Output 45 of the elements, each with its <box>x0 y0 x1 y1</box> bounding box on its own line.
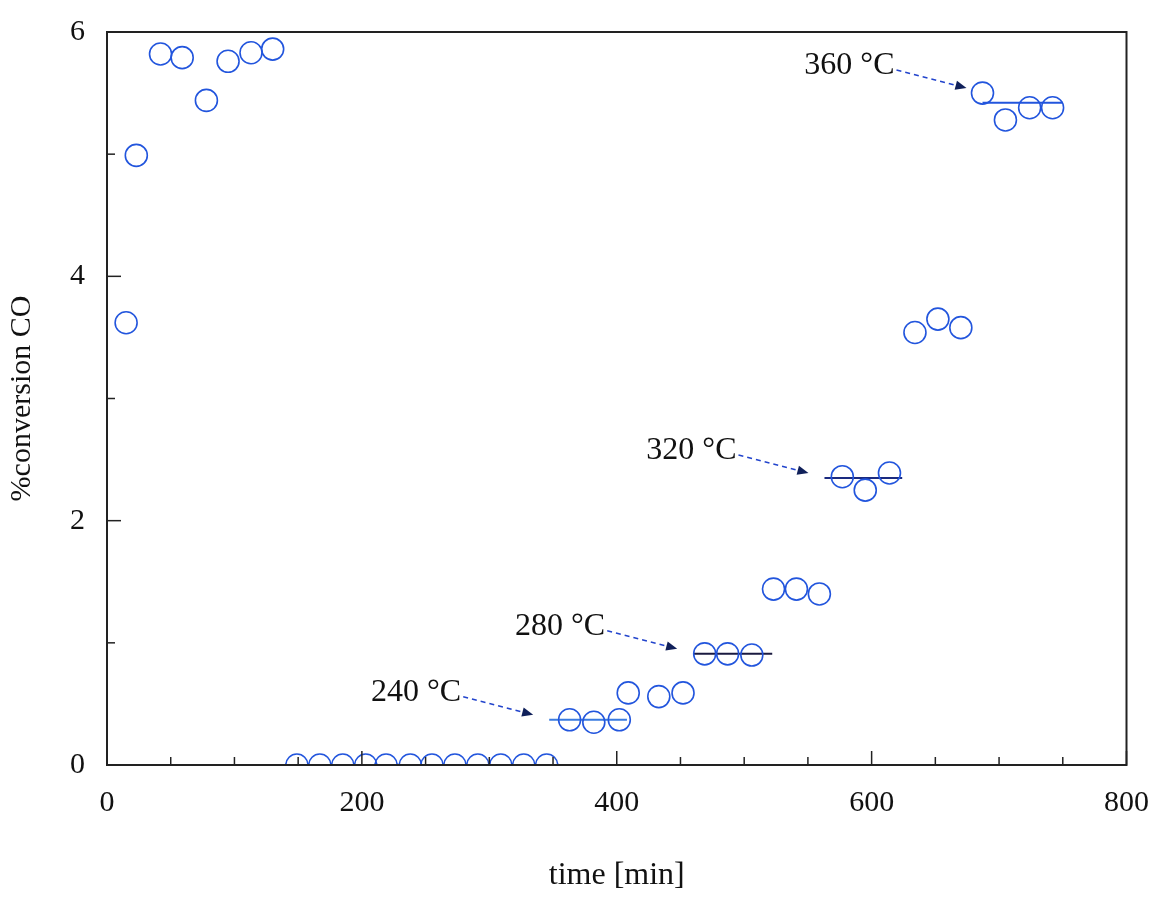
point <box>170 45 194 70</box>
point <box>903 320 927 345</box>
point <box>616 681 641 705</box>
point <box>692 642 717 666</box>
point <box>877 461 902 485</box>
annotation: 320 °C <box>646 430 737 467</box>
y-tick-label: 6 <box>70 12 85 46</box>
point <box>784 577 809 601</box>
x-tick-label: 600 <box>849 783 895 817</box>
point <box>671 681 695 705</box>
point <box>260 37 285 61</box>
point <box>1040 95 1065 120</box>
point <box>926 307 950 331</box>
point <box>715 642 740 666</box>
annotation: 360 °C <box>804 45 895 82</box>
point <box>216 49 240 74</box>
point <box>607 708 632 732</box>
point <box>647 684 671 709</box>
point <box>993 108 1018 132</box>
point <box>807 582 832 606</box>
point <box>740 643 764 667</box>
point <box>557 708 582 732</box>
point <box>114 310 138 335</box>
x-tick-label: 800 <box>1104 783 1149 817</box>
annotation: 280 °C <box>515 606 606 643</box>
point <box>830 464 855 489</box>
x-tick-label: 400 <box>594 783 640 817</box>
point <box>761 577 786 601</box>
x-axis-title: time [min] <box>548 855 685 892</box>
y-tick-label: 2 <box>70 501 85 535</box>
x-tick-label: 200 <box>339 783 385 817</box>
point <box>194 88 219 113</box>
y-tick-label: 0 <box>70 745 85 779</box>
point <box>582 710 606 735</box>
point <box>239 40 263 65</box>
point <box>853 478 878 502</box>
point <box>124 143 149 168</box>
y-axis-title: %conversion CO <box>2 295 36 502</box>
point <box>949 315 973 340</box>
point <box>970 81 995 105</box>
point <box>148 42 173 66</box>
point <box>1017 95 1042 120</box>
y-tick-label: 4 <box>70 257 85 291</box>
x-tick-label: 0 <box>99 783 115 817</box>
annotation: 240 °C <box>371 672 462 709</box>
